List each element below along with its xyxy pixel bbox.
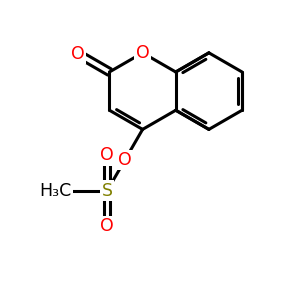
- Text: O: O: [136, 44, 149, 62]
- Text: O: O: [71, 45, 84, 63]
- Text: S: S: [102, 182, 113, 200]
- Text: O: O: [118, 151, 132, 169]
- Text: O: O: [100, 217, 114, 235]
- Text: O: O: [100, 146, 114, 164]
- Text: H₃C: H₃C: [40, 182, 72, 200]
